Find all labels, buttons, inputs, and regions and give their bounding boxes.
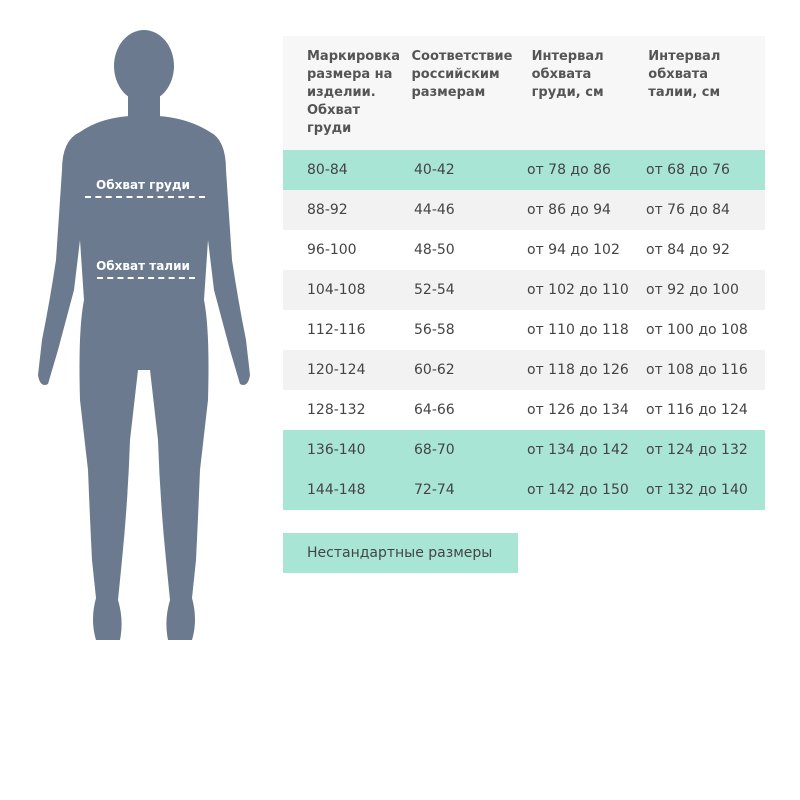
chest-label: Обхват груди bbox=[96, 178, 190, 192]
table-row: 80-84 40-42 от 78 до 86 от 68 до 76 bbox=[283, 150, 765, 190]
table-cell: от 118 до 126 bbox=[527, 362, 629, 378]
table-cell: 48-50 bbox=[414, 242, 455, 258]
table-row: 128-132 64-66 от 126 до 134 от 116 до 124 bbox=[283, 390, 765, 430]
table-cell: 136-140 bbox=[307, 442, 366, 458]
table-cell: от 86 до 94 bbox=[527, 202, 611, 218]
header-cell: Интервал обхвата груди, см bbox=[531, 49, 604, 100]
table-cell: от 126 до 134 bbox=[527, 402, 629, 418]
header-cell: Интервал обхвата талии, см bbox=[648, 49, 721, 100]
table-cell: от 84 до 92 bbox=[646, 242, 730, 258]
table-cell: 40-42 bbox=[414, 162, 455, 178]
table-cell: от 142 до 150 bbox=[527, 482, 629, 498]
table-cell: 64-66 bbox=[414, 402, 455, 418]
table-row: 136-140 68-70 от 134 до 142 от 124 до 132 bbox=[283, 430, 765, 470]
table-cell: от 100 до 108 bbox=[646, 322, 748, 338]
table-cell: 144-148 bbox=[307, 482, 366, 498]
table-cell: 120-124 bbox=[307, 362, 366, 378]
waist-label: Обхват талии bbox=[96, 259, 190, 273]
table-row: 112-116 56-58 от 110 до 118 от 100 до 108 bbox=[283, 310, 765, 350]
table-row: 88-92 44-46 от 86 до 94 от 76 до 84 bbox=[283, 190, 765, 230]
table-row: 144-148 72-74 от 142 до 150 от 132 до 140 bbox=[283, 470, 765, 510]
body-silhouette bbox=[38, 30, 250, 640]
table-cell: 52-54 bbox=[414, 282, 455, 298]
nonstandard-sizes-button[interactable]: Нестандартные размеры bbox=[283, 533, 518, 573]
table-cell: 72-74 bbox=[414, 482, 455, 498]
table-cell: от 92 до 100 bbox=[646, 282, 739, 298]
table-cell: от 132 до 140 bbox=[646, 482, 748, 498]
table-row: 120-124 60-62 от 118 до 126 от 108 до 116 bbox=[283, 350, 765, 390]
table-cell: 60-62 bbox=[414, 362, 455, 378]
chest-line bbox=[85, 196, 205, 198]
table-cell: от 110 до 118 bbox=[527, 322, 629, 338]
header-cell: Соответствие российским размерам bbox=[411, 49, 513, 100]
header-cell: Маркировка размера на изделии. Обхват гр… bbox=[307, 49, 401, 136]
table-cell: от 102 до 110 bbox=[527, 282, 629, 298]
table-cell: 56-58 bbox=[414, 322, 455, 338]
table-cell: 80-84 bbox=[307, 162, 348, 178]
table-cell: от 134 до 142 bbox=[527, 442, 629, 458]
table-cell: 96-100 bbox=[307, 242, 357, 258]
table-cell: от 124 до 132 bbox=[646, 442, 748, 458]
table-cell: от 76 до 84 bbox=[646, 202, 730, 218]
table-cell: 112-116 bbox=[307, 322, 366, 338]
table-cell: от 108 до 116 bbox=[646, 362, 748, 378]
table-header: Маркировка размера на изделии. Обхват гр… bbox=[283, 36, 765, 150]
table-cell: от 94 до 102 bbox=[527, 242, 620, 258]
table-row: 104-108 52-54 от 102 до 110 от 92 до 100 bbox=[283, 270, 765, 310]
size-table: Маркировка размера на изделии. Обхват гр… bbox=[283, 36, 765, 510]
table-cell: 128-132 bbox=[307, 402, 366, 418]
table-cell: от 68 до 76 bbox=[646, 162, 730, 178]
table-cell: 88-92 bbox=[307, 202, 348, 218]
table-cell: 44-46 bbox=[414, 202, 455, 218]
table-cell: 68-70 bbox=[414, 442, 455, 458]
table-cell: от 78 до 86 bbox=[527, 162, 611, 178]
waist-line bbox=[97, 277, 195, 279]
table-cell: от 116 до 124 bbox=[646, 402, 748, 418]
table-row: 96-100 48-50 от 94 до 102 от 84 до 92 bbox=[283, 230, 765, 270]
table-cell: 104-108 bbox=[307, 282, 366, 298]
